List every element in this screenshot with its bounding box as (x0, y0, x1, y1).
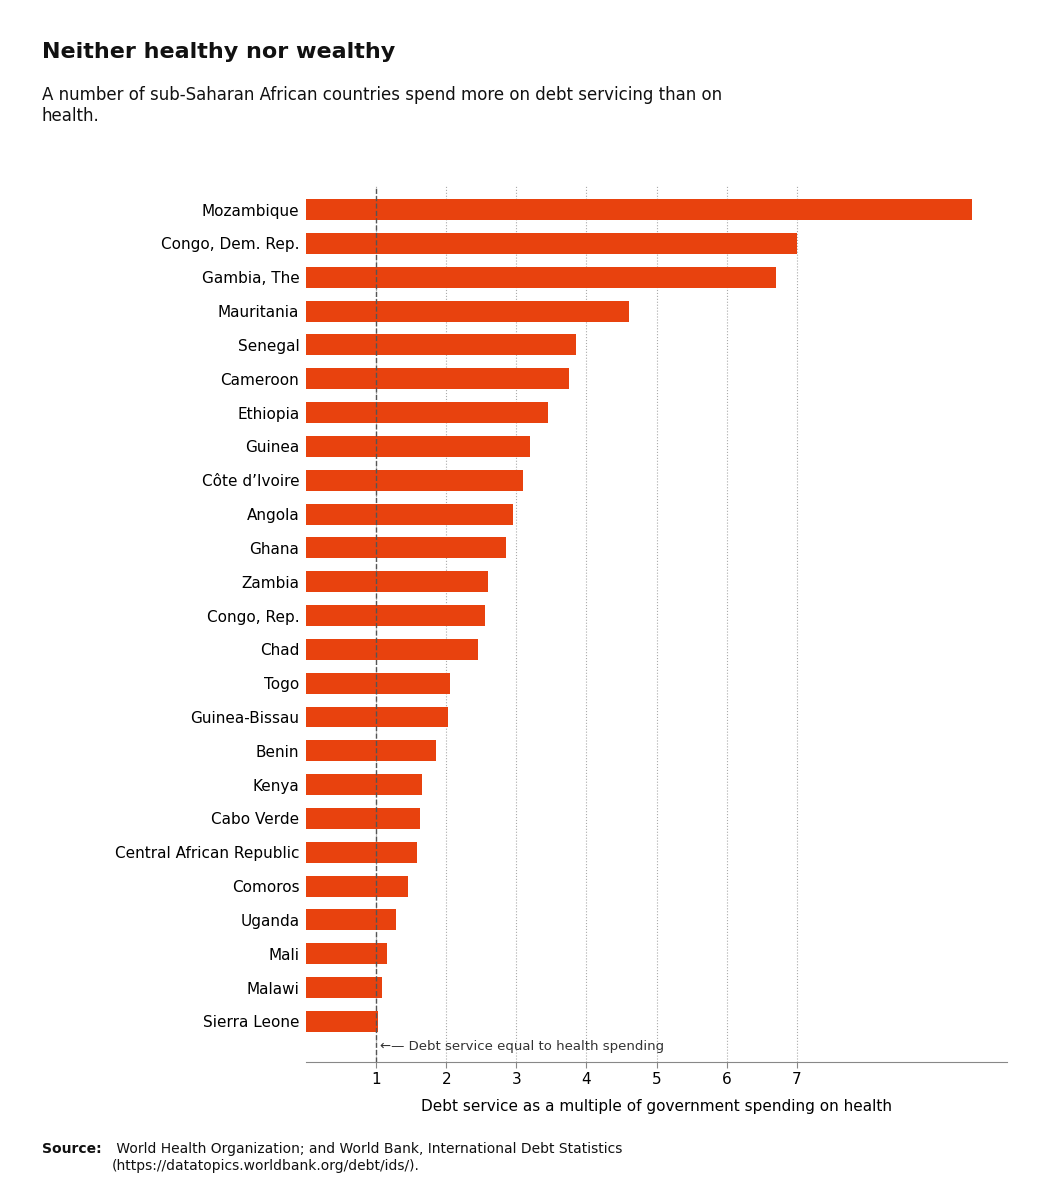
Bar (306, 436, 530, 457)
Text: A number of sub-Saharan African countries spend more on debt servicing than on
h: A number of sub-Saharan African countrie… (42, 86, 721, 125)
Bar (306, 842, 417, 863)
Text: ←— Debt service equal to health spending: ←— Debt service equal to health spending (380, 1040, 664, 1054)
Bar (306, 876, 408, 896)
Bar (306, 335, 576, 355)
Bar (306, 538, 506, 558)
Bar (306, 943, 387, 965)
Bar (306, 673, 449, 694)
Bar (306, 1010, 378, 1032)
Text: Neither healthy nor wealthy: Neither healthy nor wealthy (42, 42, 394, 62)
Bar (306, 199, 972, 220)
Bar (306, 605, 485, 626)
Bar (306, 368, 569, 389)
Bar (306, 707, 447, 727)
Bar (306, 808, 419, 829)
Bar (306, 910, 395, 930)
Bar (306, 266, 775, 288)
Bar (306, 469, 523, 491)
Bar (306, 977, 382, 998)
Bar (306, 504, 513, 524)
Bar (306, 638, 477, 660)
Bar (306, 402, 548, 424)
Bar (306, 301, 629, 322)
Bar (306, 233, 797, 254)
X-axis label: Debt service as a multiple of government spending on health: Debt service as a multiple of government… (421, 1098, 892, 1114)
Bar (306, 774, 421, 796)
Text: Source:: Source: (42, 1142, 101, 1157)
Bar (306, 740, 436, 761)
Text: World Health Organization; and World Bank, International Debt Statistics
(https:: World Health Organization; and World Ban… (112, 1142, 623, 1172)
Bar (306, 571, 489, 593)
